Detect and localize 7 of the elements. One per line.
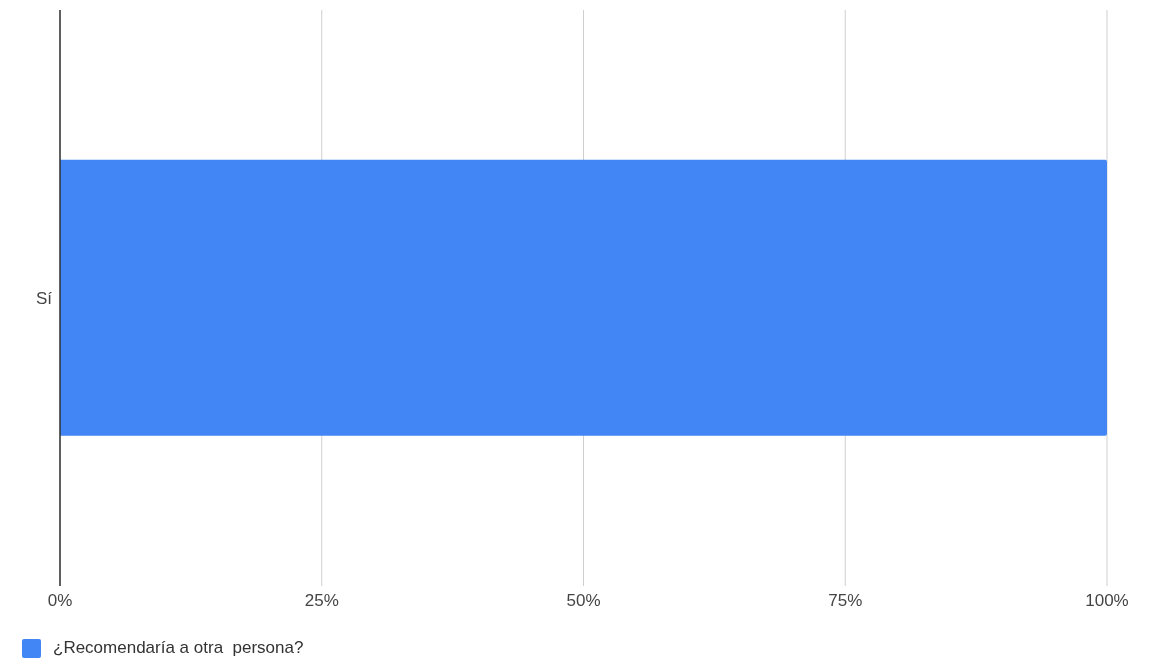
x-tick-label: 25% — [304, 591, 339, 611]
x-tick-label: 0% — [47, 591, 73, 611]
x-tick-label: 100% — [1085, 591, 1129, 611]
legend-label: ¿Recomendaría a otra persona? — [53, 638, 304, 658]
x-tick-label: 50% — [566, 591, 601, 611]
x-tick-label: 75% — [828, 591, 863, 611]
y-tick-label: Sí — [35, 289, 53, 309]
